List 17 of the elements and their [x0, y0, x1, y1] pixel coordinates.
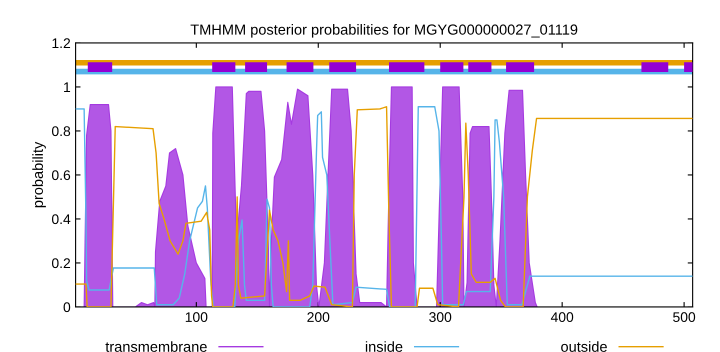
y-tick-label: 0.2	[52, 258, 70, 268]
x-tick-label: 200	[307, 312, 330, 322]
chart-title: TMHMM posterior probabilities for MGYG000000027_01119	[190, 24, 578, 38]
legend-label: outside	[561, 341, 607, 352]
x-tick-label: 400	[550, 312, 574, 322]
y-tick-label: 1.2	[52, 38, 70, 48]
x-tick-label: 100	[186, 312, 208, 322]
y-tick-label: 1	[64, 82, 70, 92]
y-tick-label: 0	[64, 302, 70, 312]
y-axis-title: probability	[32, 142, 46, 208]
legend-label: inside	[366, 341, 402, 352]
y-tick-label: 0.8	[52, 126, 70, 136]
x-tick-label: 500	[673, 312, 696, 322]
legend-label: transmembrane	[106, 341, 207, 352]
y-tick-label: 0.4	[52, 214, 70, 224]
y-tick-label: 0.6	[52, 170, 70, 180]
x-tick-label: 300	[429, 312, 452, 322]
